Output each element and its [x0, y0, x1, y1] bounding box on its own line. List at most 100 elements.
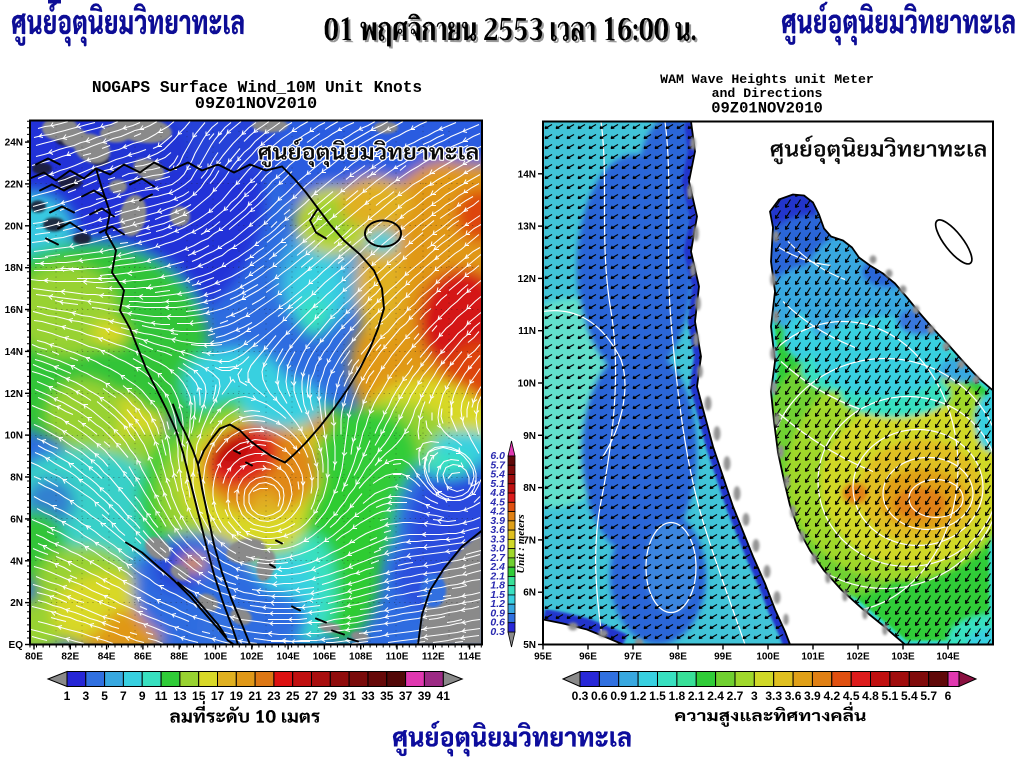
svg-text:104E: 104E: [936, 652, 960, 663]
svg-text:1.2: 1.2: [490, 598, 505, 610]
svg-text:106E: 106E: [313, 652, 337, 663]
svg-text:5.4: 5.4: [490, 469, 505, 481]
svg-text:1.8: 1.8: [669, 689, 686, 703]
svg-text:4.8: 4.8: [489, 487, 505, 499]
svg-text:20N: 20N: [5, 221, 23, 232]
svg-text:0.9: 0.9: [610, 689, 627, 703]
svg-text:1.5: 1.5: [649, 689, 666, 703]
svg-text:101E: 101E: [801, 652, 825, 663]
svg-text:4.2: 4.2: [823, 689, 840, 703]
svg-text:104E: 104E: [276, 652, 300, 663]
svg-text:11: 11: [155, 689, 168, 703]
svg-text:3.6: 3.6: [785, 689, 802, 703]
svg-text:33: 33: [361, 689, 375, 703]
svg-text:80E: 80E: [25, 652, 43, 663]
svg-text:27: 27: [305, 689, 319, 703]
svg-text:39: 39: [418, 689, 432, 703]
svg-text:5N: 5N: [523, 640, 536, 651]
svg-text:99E: 99E: [714, 652, 732, 663]
svg-text:5.7: 5.7: [920, 689, 937, 703]
svg-text:102E: 102E: [846, 652, 870, 663]
svg-text:35: 35: [380, 689, 394, 703]
svg-text:1.8: 1.8: [490, 580, 505, 592]
svg-text:2.1: 2.1: [489, 570, 505, 582]
svg-text:108E: 108E: [349, 652, 373, 663]
svg-text:9N: 9N: [523, 431, 536, 442]
svg-text:29: 29: [324, 689, 338, 703]
svg-text:3.3: 3.3: [490, 533, 505, 545]
svg-text:6N: 6N: [10, 514, 23, 525]
svg-text:41: 41: [437, 689, 451, 703]
svg-text:WAM Wave Heights unit Meter: WAM Wave Heights unit Meter: [660, 72, 874, 87]
svg-text:5.1: 5.1: [882, 689, 899, 703]
svg-text:7N: 7N: [523, 535, 536, 546]
svg-text:3: 3: [82, 689, 89, 703]
svg-text:0.9: 0.9: [490, 608, 505, 620]
svg-text:31: 31: [342, 689, 356, 703]
svg-text:18N: 18N: [5, 263, 23, 274]
svg-text:5.7: 5.7: [490, 459, 506, 471]
svg-text:5.4: 5.4: [901, 689, 918, 703]
svg-text:4.8: 4.8: [862, 689, 879, 703]
svg-text:3.6: 3.6: [490, 524, 505, 536]
svg-text:3.9: 3.9: [490, 515, 505, 527]
svg-text:4N: 4N: [10, 556, 23, 567]
svg-text:3: 3: [751, 689, 758, 703]
svg-text:84E: 84E: [98, 652, 116, 663]
svg-text:6N: 6N: [523, 588, 536, 599]
svg-text:98E: 98E: [669, 652, 687, 663]
svg-text:0.6: 0.6: [490, 617, 505, 629]
svg-text:10N: 10N: [5, 431, 23, 442]
svg-text:09Z01NOV2010: 09Z01NOV2010: [195, 95, 317, 114]
svg-text:103E: 103E: [891, 652, 915, 663]
svg-text:2.7: 2.7: [489, 552, 506, 564]
svg-text:8N: 8N: [523, 483, 536, 494]
svg-text:3.9: 3.9: [804, 689, 821, 703]
svg-text:10N: 10N: [518, 379, 536, 390]
svg-text:12N: 12N: [5, 389, 23, 400]
svg-text:09Z01NOV2010: 09Z01NOV2010: [711, 100, 823, 118]
svg-text:114E: 114E: [458, 652, 481, 663]
svg-text:7: 7: [120, 689, 127, 703]
svg-text:97E: 97E: [624, 652, 642, 663]
svg-text:1: 1: [64, 689, 71, 703]
svg-text:11N: 11N: [518, 326, 536, 337]
svg-text:21: 21: [248, 689, 262, 703]
svg-text:4.5: 4.5: [489, 496, 505, 508]
svg-text:Unit : meters: Unit : meters: [515, 514, 527, 573]
svg-text:5.1: 5.1: [490, 478, 505, 490]
svg-text:15: 15: [192, 689, 206, 703]
svg-text:17: 17: [211, 689, 225, 703]
svg-text:37: 37: [399, 689, 413, 703]
svg-text:95E: 95E: [534, 652, 552, 663]
svg-text:14N: 14N: [5, 347, 23, 358]
svg-text:2.7: 2.7: [727, 689, 744, 703]
svg-text:4.5: 4.5: [843, 689, 860, 703]
svg-text:NOGAPS Surface Wind_10M Unit K: NOGAPS Surface Wind_10M Unit Knots: [92, 79, 422, 97]
svg-text:2.1: 2.1: [688, 689, 705, 703]
svg-text:86E: 86E: [134, 652, 152, 663]
svg-text:22N: 22N: [5, 179, 23, 190]
svg-text:100E: 100E: [204, 652, 228, 663]
svg-text:112E: 112E: [422, 652, 445, 663]
svg-text:23: 23: [267, 689, 281, 703]
svg-text:19: 19: [230, 689, 244, 703]
svg-text:24N: 24N: [5, 138, 23, 149]
svg-text:0.3: 0.3: [490, 626, 505, 638]
svg-text:0.6: 0.6: [591, 689, 608, 703]
svg-text:2.4: 2.4: [489, 561, 505, 573]
svg-text:25: 25: [286, 689, 300, 703]
svg-text:96E: 96E: [579, 652, 597, 663]
svg-text:8N: 8N: [10, 473, 23, 484]
svg-text:110E: 110E: [386, 652, 409, 663]
svg-text:9: 9: [139, 689, 146, 703]
svg-text:3.3: 3.3: [765, 689, 782, 703]
svg-text:14N: 14N: [518, 169, 536, 180]
svg-text:2.4: 2.4: [707, 689, 724, 703]
svg-text:102E: 102E: [240, 652, 264, 663]
svg-text:EQ: EQ: [9, 640, 24, 651]
svg-text:0.3: 0.3: [572, 689, 589, 703]
svg-text:88E: 88E: [170, 652, 188, 663]
svg-text:16N: 16N: [5, 305, 23, 316]
svg-text:5: 5: [101, 689, 108, 703]
